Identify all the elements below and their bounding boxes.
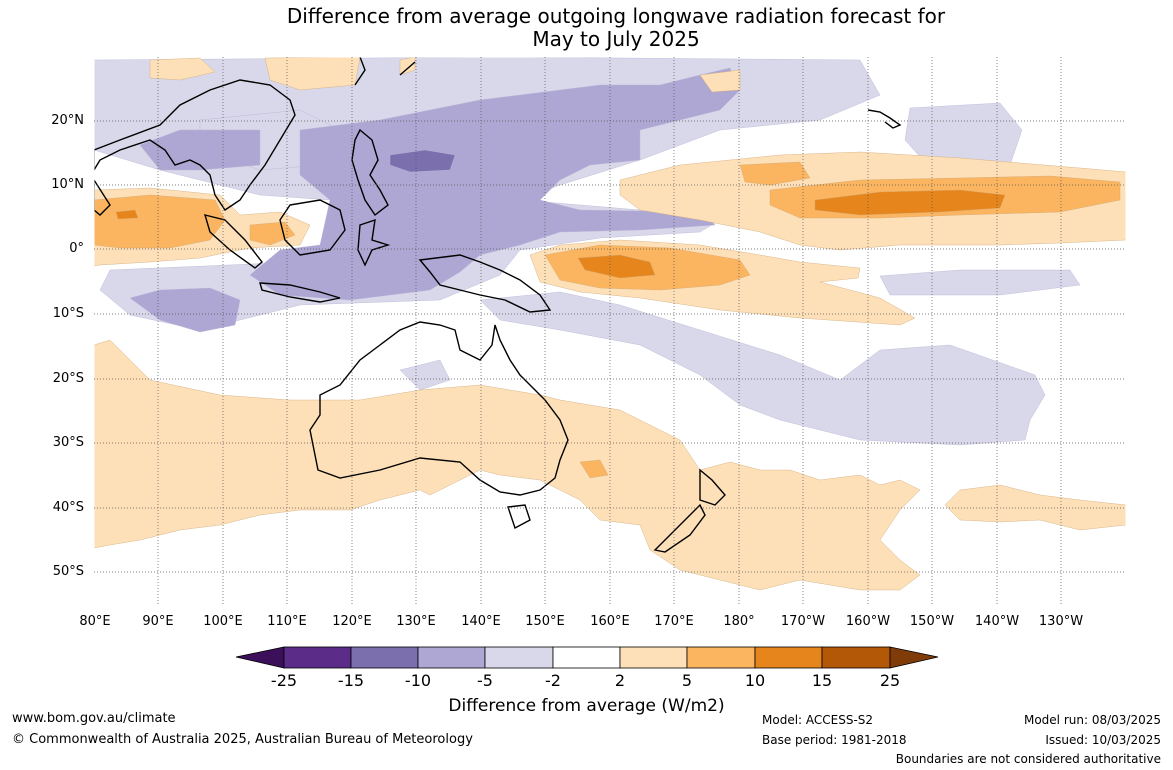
lat-label: 30°S xyxy=(52,435,84,450)
copyright-text: © Commonwealth of Australia 2025, Austra… xyxy=(12,732,473,747)
lon-label: 110°E xyxy=(267,614,307,629)
lat-label: 20°S xyxy=(52,371,84,386)
colorbar-label: -5 xyxy=(477,671,493,690)
lon-label: 130°W xyxy=(1038,614,1084,629)
lon-label: 160°W xyxy=(845,614,891,629)
colorbar-label: 15 xyxy=(811,671,833,690)
model-run-date: Model run: 08/03/2025 xyxy=(1023,713,1161,727)
colorbar-label: 25 xyxy=(879,671,901,690)
colorbar-bin xyxy=(754,646,823,669)
lon-label: 130°E xyxy=(396,614,436,629)
contour-neg10 xyxy=(389,149,456,173)
colorbar-label: -25 xyxy=(270,671,298,690)
colorbar-bin xyxy=(619,646,688,669)
colorbar-label: -2 xyxy=(545,671,561,690)
lat-label: 40°S xyxy=(52,500,84,515)
lon-label: 100°E xyxy=(203,614,243,629)
colorbar-title: Difference from average (W/m2) xyxy=(448,696,725,716)
base-period: Base period: 1981-2018 xyxy=(762,733,907,747)
colorbar-bin xyxy=(283,646,352,669)
colorbar-label: -10 xyxy=(404,671,432,690)
lon-label: 80°E xyxy=(79,614,111,629)
lat-label: 20°N xyxy=(51,113,84,128)
lon-label: 120°E xyxy=(332,614,372,629)
colorbar-label: 2 xyxy=(614,671,626,690)
issued-date: Issued: 10/03/2025 xyxy=(1045,733,1161,747)
colorbar-bin xyxy=(686,646,756,669)
lat-label: 10°S xyxy=(52,306,84,321)
model-name: Model: ACCESS-S2 xyxy=(762,713,874,727)
colorbar-bin xyxy=(821,646,891,669)
contour-neg5 xyxy=(129,67,741,333)
map-title-line1: Difference from average outgoing longwav… xyxy=(286,4,946,28)
lon-label: 90°E xyxy=(142,614,174,629)
lon-label: 170°W xyxy=(780,614,826,629)
coastlines xyxy=(94,57,902,553)
colorbar-bin xyxy=(484,646,554,669)
lat-label: 10°N xyxy=(51,177,84,192)
colorbar-label: -15 xyxy=(337,671,365,690)
lat-label: 50°S xyxy=(52,564,84,579)
colorbar-label: 10 xyxy=(744,671,766,690)
anomaly-map xyxy=(93,56,1127,669)
colorbar-bin xyxy=(350,646,419,669)
lon-label: 140°E xyxy=(461,614,501,629)
graticule xyxy=(94,57,1126,605)
colorbar-bin xyxy=(552,646,621,669)
contour-pos10 xyxy=(115,189,1006,279)
lon-label: 160°E xyxy=(590,614,630,629)
lon-label: 170°E xyxy=(654,614,694,629)
lat-label: 0° xyxy=(69,241,84,256)
colorbar-label: 5 xyxy=(681,671,693,690)
lon-label: 150°W xyxy=(909,614,955,629)
map-title-line2: May to July 2025 xyxy=(532,27,700,51)
colorbar xyxy=(235,646,939,669)
colorbar-bin xyxy=(417,646,486,669)
colorbar-arrow-high xyxy=(889,646,939,669)
lon-label: 180° xyxy=(723,614,755,629)
website-link[interactable]: www.bom.gov.au/climate xyxy=(12,711,176,726)
lon-label: 150°E xyxy=(525,614,565,629)
colorbar-arrow-low xyxy=(235,646,285,669)
lon-label: 140°W xyxy=(974,614,1020,629)
boundaries-disclaimer: Boundaries are not considered authoritat… xyxy=(895,752,1161,766)
